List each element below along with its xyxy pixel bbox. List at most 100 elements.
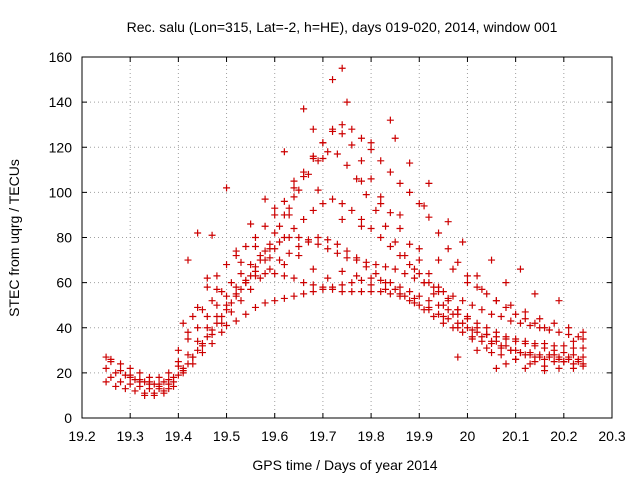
data-point (333, 249, 341, 257)
data-point (179, 369, 187, 377)
data-point (425, 297, 433, 305)
data-point (329, 125, 337, 133)
data-point (348, 125, 356, 133)
data-point (410, 294, 418, 302)
data-point (208, 326, 216, 334)
data-point (550, 358, 558, 366)
data-point (309, 281, 317, 289)
data-point (237, 297, 245, 305)
data-point (569, 344, 577, 352)
data-point (396, 290, 404, 298)
data-point (136, 378, 144, 386)
data-point (343, 254, 351, 262)
data-point (531, 319, 539, 327)
data-point (261, 222, 269, 230)
data-point (271, 270, 279, 278)
data-point (406, 240, 414, 248)
y-tick-labels: 0 20 40 60 80 100 120 140 160 (49, 49, 73, 426)
data-point (377, 200, 385, 208)
data-point (314, 157, 322, 165)
data-point (304, 170, 312, 178)
x-tick-label: 19.6 (261, 428, 288, 444)
data-point (439, 312, 447, 320)
data-point (179, 319, 187, 327)
data-point (425, 303, 433, 311)
data-point (271, 211, 279, 219)
data-point (401, 270, 409, 278)
x-tick-labels: 19.2 19.3 19.4 19.5 19.6 19.7 19.8 19.9 20 20.1 20… (68, 428, 625, 444)
data-point (574, 333, 582, 341)
data-point (377, 193, 385, 201)
data-point (194, 324, 202, 332)
data-point (223, 184, 231, 192)
data-point (435, 229, 443, 237)
data-point (386, 243, 394, 251)
data-point (502, 303, 510, 311)
data-point (189, 360, 197, 368)
data-point (232, 283, 240, 291)
data-point (449, 292, 457, 300)
data-point (420, 202, 428, 210)
data-point (459, 328, 467, 336)
data-point (251, 263, 259, 271)
data-point (189, 353, 197, 361)
data-point (329, 283, 337, 291)
data-point (295, 234, 303, 241)
data-point (348, 141, 356, 149)
data-point (579, 353, 587, 361)
data-point (121, 385, 129, 393)
data-point (276, 238, 284, 246)
data-point (203, 274, 211, 282)
data-point (223, 321, 231, 329)
data-point (569, 351, 577, 359)
data-point (555, 297, 563, 305)
data-point (541, 324, 549, 332)
chart-title: Rec. salu (Lon=315, Lat=-2, h=HE), days … (127, 19, 558, 35)
x-tick-label: 19.4 (165, 428, 192, 444)
data-point (473, 272, 481, 280)
data-point (526, 360, 534, 368)
data-point (237, 258, 245, 266)
data-point (290, 193, 298, 201)
x-tick-label: 19.3 (117, 428, 144, 444)
data-point (367, 224, 375, 232)
data-point (285, 249, 293, 257)
data-point (463, 272, 471, 280)
data-point (382, 263, 390, 271)
data-point (314, 234, 322, 241)
data-point (367, 146, 375, 154)
data-point (203, 324, 211, 332)
data-point (565, 355, 573, 363)
data-point (488, 256, 496, 264)
data-point (492, 297, 500, 305)
data-point (420, 279, 428, 287)
data-point (300, 215, 308, 223)
data-point (526, 351, 534, 359)
data-point (227, 308, 235, 316)
data-point (463, 324, 471, 332)
data-point (516, 349, 524, 357)
data-point (473, 283, 481, 291)
data-point (425, 270, 433, 278)
data-point (502, 279, 510, 287)
data-point (213, 272, 221, 280)
data-point (309, 206, 317, 214)
data-point (521, 364, 529, 372)
data-point (184, 351, 192, 359)
data-point (251, 243, 259, 251)
data-point (502, 335, 510, 343)
data-point (136, 369, 144, 377)
y-tick-label: 20 (56, 365, 72, 381)
data-point (526, 321, 534, 329)
data-point (198, 349, 206, 357)
data-point (232, 247, 240, 255)
data-point (107, 373, 115, 381)
data-points (102, 64, 587, 399)
data-point (483, 331, 491, 339)
data-point (319, 155, 327, 163)
data-point (280, 261, 288, 269)
data-point (155, 382, 163, 390)
data-point (569, 337, 577, 345)
data-point (160, 389, 168, 397)
data-point (444, 306, 452, 314)
